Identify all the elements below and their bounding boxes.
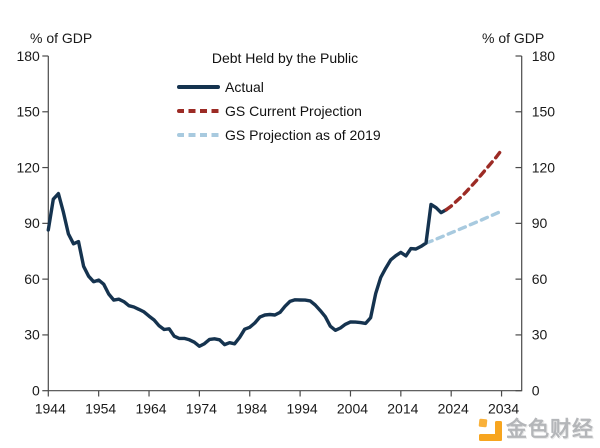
y-tick-label-left: 150 <box>16 104 40 120</box>
y-tick-label-left: 120 <box>16 159 40 175</box>
legend-label: Actual <box>225 78 264 95</box>
legend-item-1: GS Current Projection <box>177 102 381 119</box>
jinse-logo-icon <box>478 418 502 441</box>
legend-swatch-dashed <box>177 132 220 137</box>
right-axis-unit-label: % of GDP <box>482 30 545 46</box>
y-tick-label-right: 150 <box>532 104 556 120</box>
legend: Actual GS Current Projection GS Projection… <box>177 79 381 151</box>
x-tick-label: 2014 <box>387 401 418 417</box>
y-tick-label-left: 30 <box>24 327 40 343</box>
watermark: 金色财经 <box>477 417 594 443</box>
series-gs-current-projection <box>444 148 504 212</box>
series-actual <box>46 191 448 348</box>
x-tick-label: 1974 <box>186 401 217 417</box>
left-axis-unit-label: % of GDP <box>30 30 93 46</box>
x-tick-label: 1954 <box>85 401 116 417</box>
x-tick-label: 2004 <box>337 401 368 417</box>
y-tick-label-right: 30 <box>532 327 548 343</box>
x-tick-label: 1964 <box>135 401 166 417</box>
legend-swatch-dashed <box>177 108 220 113</box>
x-tick-label: 1944 <box>35 401 66 417</box>
x-tick-label: 1994 <box>287 401 318 417</box>
y-tick-label-right: 60 <box>532 271 548 287</box>
axis-frame <box>47 56 523 392</box>
watermark-text: 金色财经 <box>506 418 594 441</box>
chart-title: Debt Held by the Public <box>211 50 359 66</box>
x-tick-label: 2024 <box>438 401 469 417</box>
y-tick-label-right: 120 <box>532 159 556 175</box>
y-tick-label-left: 60 <box>24 271 40 287</box>
y-tick-label-right: 180 <box>532 48 556 64</box>
legend-label: GS Current Projection <box>225 102 362 119</box>
y-tick-label-right: 90 <box>532 215 548 231</box>
series-gs-projection-as-of-2019 <box>424 209 504 245</box>
legend-swatch-solid <box>177 84 220 89</box>
y-tick-label-left: 0 <box>32 383 40 399</box>
y-tick-label-left: 180 <box>16 48 40 64</box>
x-tick-label: 1984 <box>236 401 267 417</box>
legend-item-0: Actual <box>177 78 381 95</box>
legend-item-2: GS Projection as of 2019 <box>177 126 381 143</box>
x-tick-label: 2034 <box>488 401 519 417</box>
y-tick-label-left: 90 <box>24 215 40 231</box>
y-tick-label-right: 0 <box>532 383 540 399</box>
legend-label: GS Projection as of 2019 <box>225 126 381 143</box>
